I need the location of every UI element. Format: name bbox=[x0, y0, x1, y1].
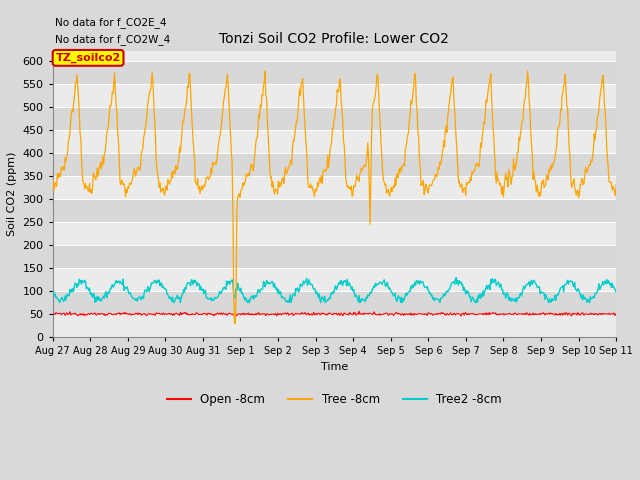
Bar bbox=[52, 84, 616, 107]
Bar bbox=[52, 314, 616, 337]
Text: No data for f_CO2E_4: No data for f_CO2E_4 bbox=[56, 17, 167, 28]
Bar bbox=[52, 107, 616, 130]
Text: TZ_soilco2: TZ_soilco2 bbox=[56, 53, 121, 63]
Bar bbox=[52, 60, 616, 84]
Text: No data for f_CO2W_4: No data for f_CO2W_4 bbox=[56, 34, 171, 45]
Bar bbox=[52, 222, 616, 245]
Bar bbox=[52, 153, 616, 176]
Legend: Open -8cm, Tree -8cm, Tree2 -8cm: Open -8cm, Tree -8cm, Tree2 -8cm bbox=[162, 389, 507, 411]
Bar bbox=[52, 176, 616, 199]
Y-axis label: Soil CO2 (ppm): Soil CO2 (ppm) bbox=[7, 152, 17, 236]
X-axis label: Time: Time bbox=[321, 361, 348, 372]
Bar bbox=[52, 130, 616, 153]
Bar bbox=[52, 291, 616, 314]
Bar bbox=[52, 199, 616, 222]
Bar bbox=[52, 245, 616, 268]
Title: Tonzi Soil CO2 Profile: Lower CO2: Tonzi Soil CO2 Profile: Lower CO2 bbox=[220, 32, 449, 46]
Bar bbox=[52, 268, 616, 291]
